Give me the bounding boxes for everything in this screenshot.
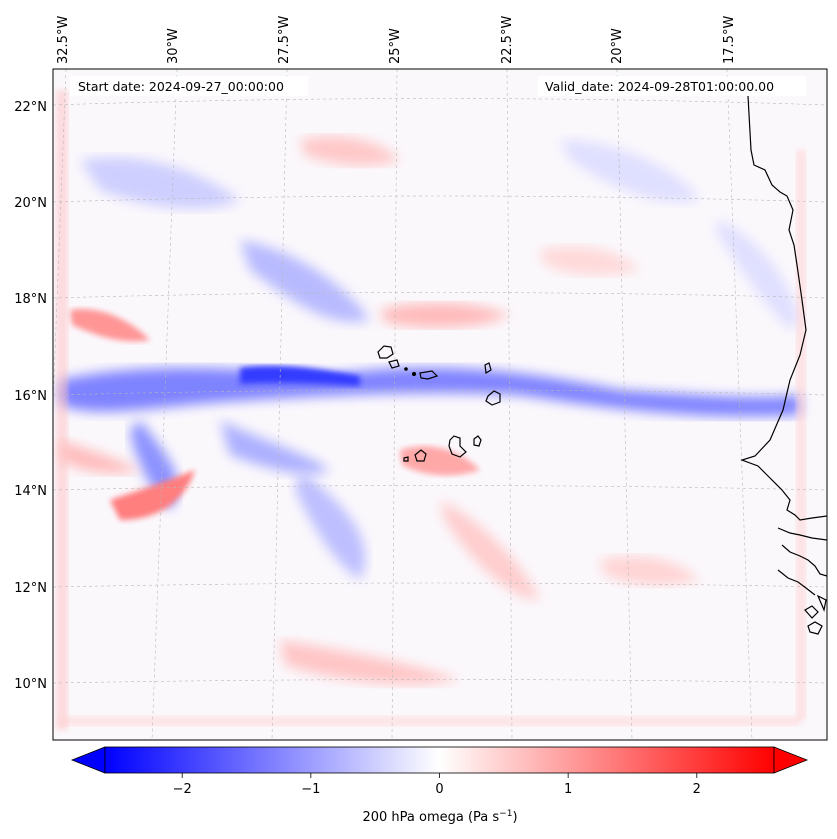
colorbar-tick-label: −2 xyxy=(173,782,192,797)
colorbar-gradient xyxy=(104,746,775,774)
colorbar-extend-max xyxy=(773,746,809,774)
lat-label: 22°N xyxy=(14,100,47,115)
colorbar-tick-label: 1 xyxy=(564,782,572,797)
colorbar-tick-label: 0 xyxy=(435,782,443,797)
cape-verde-islands xyxy=(377,345,501,462)
omega-contours xyxy=(56,90,806,730)
valid-date-label: Valid_date: 2024-09-28T01:00:00.00 xyxy=(545,79,774,94)
start-date-label: Start date: 2024-09-27_00:00:00 xyxy=(78,79,284,94)
lat-label: 12°N xyxy=(14,581,47,596)
colorbar-label-exponent: −1 xyxy=(499,809,512,819)
lat-label: 16°N xyxy=(14,389,47,404)
colorbar: −2 −1 0 1 2 200 hPa omega (Pa s−1) xyxy=(70,746,809,825)
colorbar-extend-min xyxy=(70,746,106,774)
lon-label: 32.5°W xyxy=(56,16,71,64)
omega-field-map: Start date: 2024-09-27_00:00:00 Valid_da… xyxy=(53,69,827,740)
lat-label: 20°N xyxy=(14,196,47,211)
coastline xyxy=(740,95,827,635)
lat-label: 18°N xyxy=(14,292,47,307)
colorbar-tick-label: −1 xyxy=(301,782,320,797)
lat-label: 10°N xyxy=(14,677,47,692)
colorbar-ticks: −2 −1 0 1 2 xyxy=(173,773,701,797)
map-frame xyxy=(52,68,828,741)
lon-label: 27.5°W xyxy=(277,16,292,64)
lon-label: 17.5°W xyxy=(722,16,737,64)
longitude-labels: 32.5°W 30°W 27.5°W 25°W 22.5°W 20°W 17.5… xyxy=(56,16,737,64)
colorbar-label-text: 200 hPa omega (Pa s xyxy=(362,810,499,825)
gridlines xyxy=(53,69,827,740)
lon-label: 25°W xyxy=(388,28,403,64)
colorbar-tick-label: 2 xyxy=(693,782,701,797)
colorbar-label-suffix: ) xyxy=(512,810,517,825)
date-banner: Start date: 2024-09-27_00:00:00 Valid_da… xyxy=(70,76,806,96)
colorbar-label: 200 hPa omega (Pa s−1) xyxy=(362,809,517,825)
lon-label: 22.5°W xyxy=(500,16,515,64)
lon-label: 30°W xyxy=(166,28,181,64)
latitude-labels: 22°N 20°N 18°N 16°N 14°N 12°N 10°N xyxy=(14,100,47,692)
lon-label: 20°W xyxy=(610,28,625,64)
lat-label: 14°N xyxy=(14,484,47,499)
